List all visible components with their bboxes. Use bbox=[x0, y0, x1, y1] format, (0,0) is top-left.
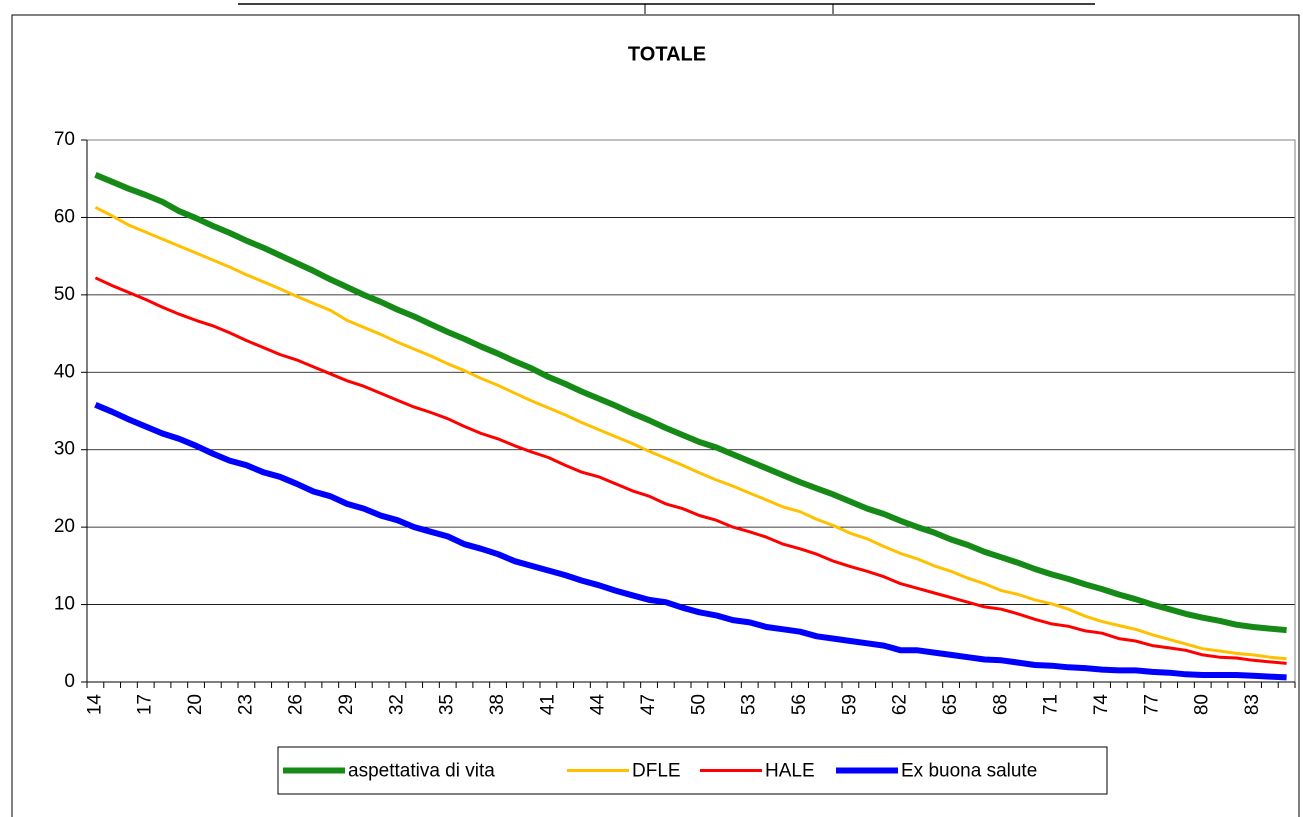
y-tick-label: 50 bbox=[54, 284, 75, 305]
x-tick-label: 38 bbox=[487, 694, 508, 715]
x-tick-label: 29 bbox=[336, 694, 357, 715]
x-tick-label: 35 bbox=[437, 694, 458, 715]
legend-label: HALE bbox=[765, 761, 815, 782]
legend-label: DFLE bbox=[632, 761, 681, 782]
x-tick-label: 59 bbox=[839, 694, 860, 715]
x-tick-label: 14 bbox=[84, 694, 105, 716]
series-line bbox=[94, 172, 1287, 634]
y-tick-label: 60 bbox=[54, 206, 75, 227]
x-tick-label: 23 bbox=[235, 694, 256, 715]
x-tick-label: 44 bbox=[588, 694, 609, 716]
x-tick-label: 71 bbox=[1041, 694, 1062, 715]
x-tick-label: 77 bbox=[1141, 694, 1162, 715]
series-line bbox=[94, 276, 1287, 665]
chart-border bbox=[11, 14, 1300, 817]
x-tick-label: 41 bbox=[537, 694, 558, 715]
series-line bbox=[94, 206, 1287, 661]
x-tick-label: 26 bbox=[286, 694, 307, 715]
x-tick-label: 50 bbox=[688, 694, 709, 715]
legend-box bbox=[277, 746, 1108, 795]
y-tick-label: 30 bbox=[54, 439, 75, 460]
x-tick-label: 53 bbox=[739, 694, 760, 715]
x-tick-label: 20 bbox=[185, 694, 206, 715]
x-tick-label: 74 bbox=[1091, 694, 1112, 716]
x-tick-label: 47 bbox=[638, 694, 659, 715]
x-tick-label: 83 bbox=[1242, 694, 1263, 715]
x-tick-label: 17 bbox=[135, 694, 156, 715]
x-tick-label: 65 bbox=[940, 694, 961, 715]
x-tick-label: 62 bbox=[890, 694, 911, 715]
y-tick-label: 20 bbox=[54, 516, 75, 537]
x-tick-label: 68 bbox=[990, 694, 1011, 715]
chart-title: TOTALE bbox=[628, 43, 706, 65]
y-tick-label: 0 bbox=[64, 671, 75, 692]
y-tick-label: 70 bbox=[54, 129, 75, 150]
legend-label: aspettativa di vita bbox=[348, 761, 495, 782]
x-tick-label: 32 bbox=[386, 694, 407, 715]
series-line bbox=[94, 402, 1287, 681]
y-tick-label: 40 bbox=[54, 361, 75, 382]
plot-area bbox=[86, 139, 1296, 683]
x-tick-label: 56 bbox=[789, 694, 810, 715]
legend-label: Ex buona salute bbox=[901, 761, 1037, 782]
y-tick-label: 10 bbox=[54, 594, 75, 615]
x-tick-label: 80 bbox=[1192, 694, 1213, 715]
